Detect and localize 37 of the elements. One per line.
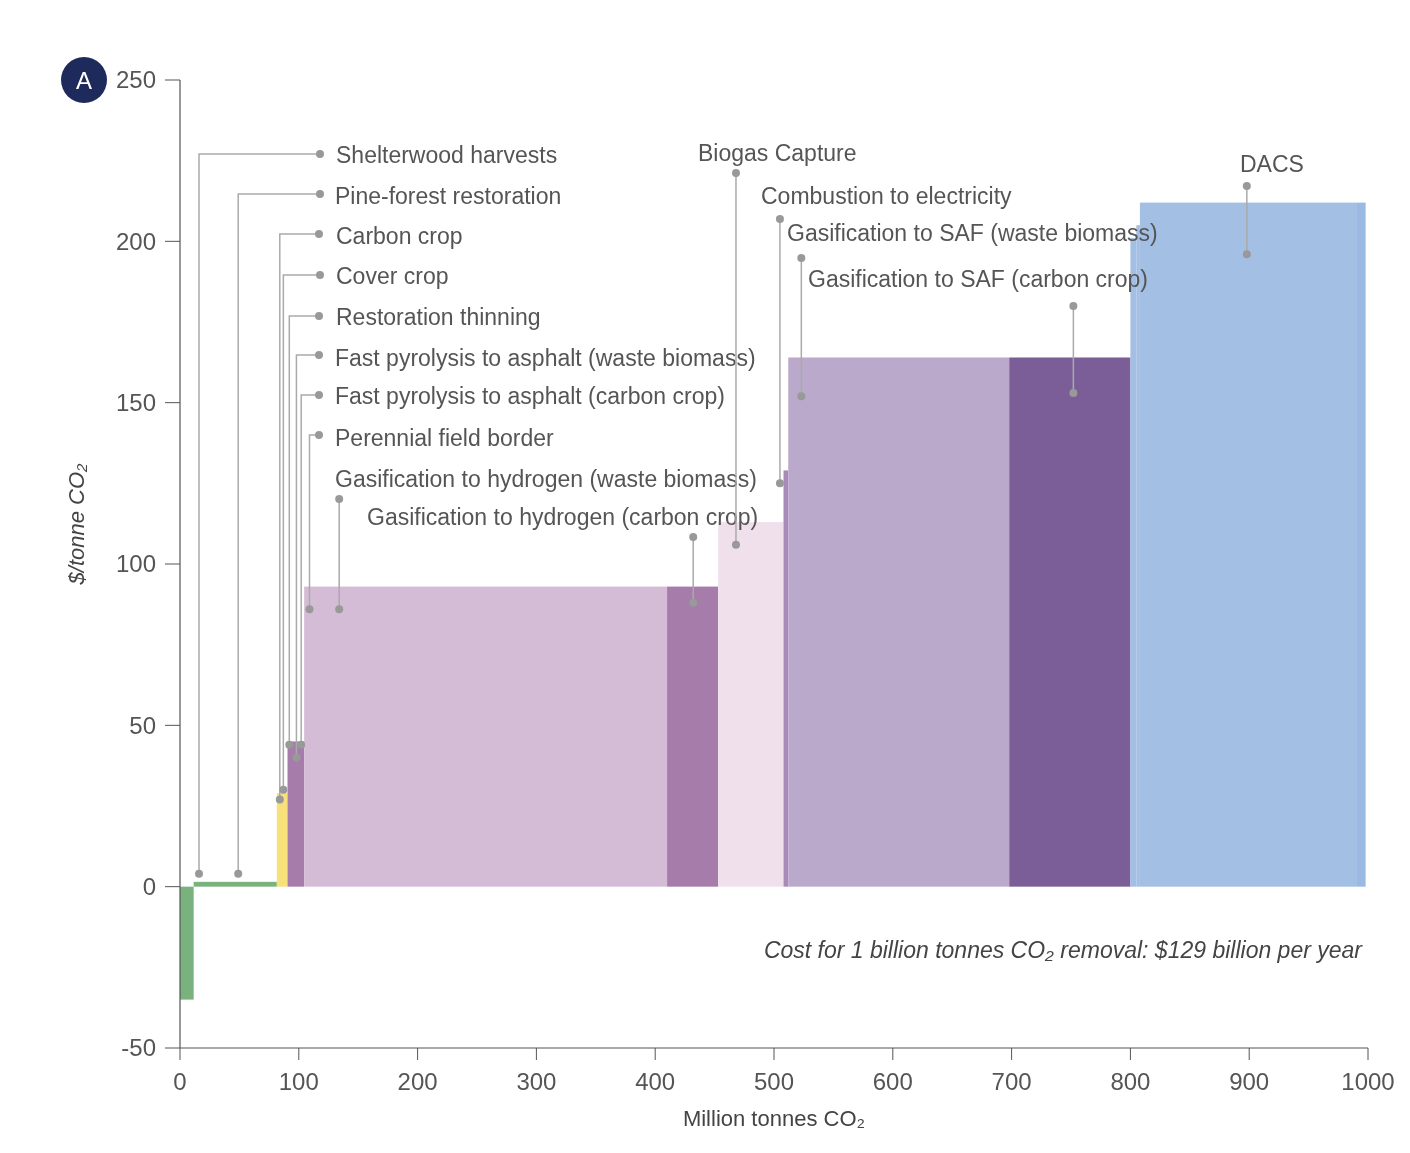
x-tick-label: 600 xyxy=(872,1068,913,1095)
annotation: Cost for 1 billion tonnes CO₂ removal: $129 billion per year xyxy=(763,936,1364,963)
x-tick-label: 100 xyxy=(278,1068,319,1095)
annotation: Biogas Capture xyxy=(698,140,857,166)
x-tick-label: 900 xyxy=(1229,1068,1270,1095)
y-tick-label: 50 xyxy=(129,711,156,739)
annotation: Shelterwood harvests xyxy=(336,142,558,168)
x-tick-label: 1000 xyxy=(1341,1068,1395,1095)
annotation: Gasification to SAF (carbon crop) xyxy=(808,266,1149,292)
chart-title: A xyxy=(75,66,93,94)
x-tick-label: 200 xyxy=(397,1068,438,1095)
y-tick-label: 250 xyxy=(115,66,156,94)
y-tick-label: 200 xyxy=(115,227,156,255)
x-tick-label: 500 xyxy=(753,1068,795,1095)
y-tick-label: -50 xyxy=(121,1034,156,1062)
annotation: Combustion to electricity xyxy=(761,183,1013,209)
annotation: Cover crop xyxy=(336,263,449,289)
y-axis-title: $/tonne CO₂ xyxy=(64,462,89,586)
x-tick-label: 300 xyxy=(516,1068,557,1095)
x-tick-label: 800 xyxy=(1110,1068,1151,1095)
y-tick-label: 100 xyxy=(115,550,156,578)
x-tick-label: 0 xyxy=(173,1068,187,1095)
y-tick-label: 0 xyxy=(142,873,156,901)
annotation: Fast pyrolysis to asphalt (waste biomass) xyxy=(335,345,756,371)
y-tick-label: 150 xyxy=(115,389,156,417)
x-axis-title: Million tonnes CO₂ xyxy=(682,1106,866,1131)
annotation: DACS xyxy=(1240,151,1304,177)
annotation: Gasification to hydrogen (carbon crop) xyxy=(367,504,759,530)
annotation: Perennial field border xyxy=(335,425,554,451)
annotation: Gasification to hydrogen (waste biomass) xyxy=(335,466,757,492)
x-tick-label: 700 xyxy=(991,1068,1032,1095)
annotation: Gasification to SAF (waste biomass) xyxy=(787,220,1158,246)
annotation: Restoration thinning xyxy=(336,304,541,330)
annotation: Pine-forest restoration xyxy=(335,183,562,209)
annotation: Fast pyrolysis to asphalt (carbon crop) xyxy=(335,383,725,409)
x-tick-label: 400 xyxy=(635,1068,676,1095)
annotation: Carbon crop xyxy=(336,223,463,249)
